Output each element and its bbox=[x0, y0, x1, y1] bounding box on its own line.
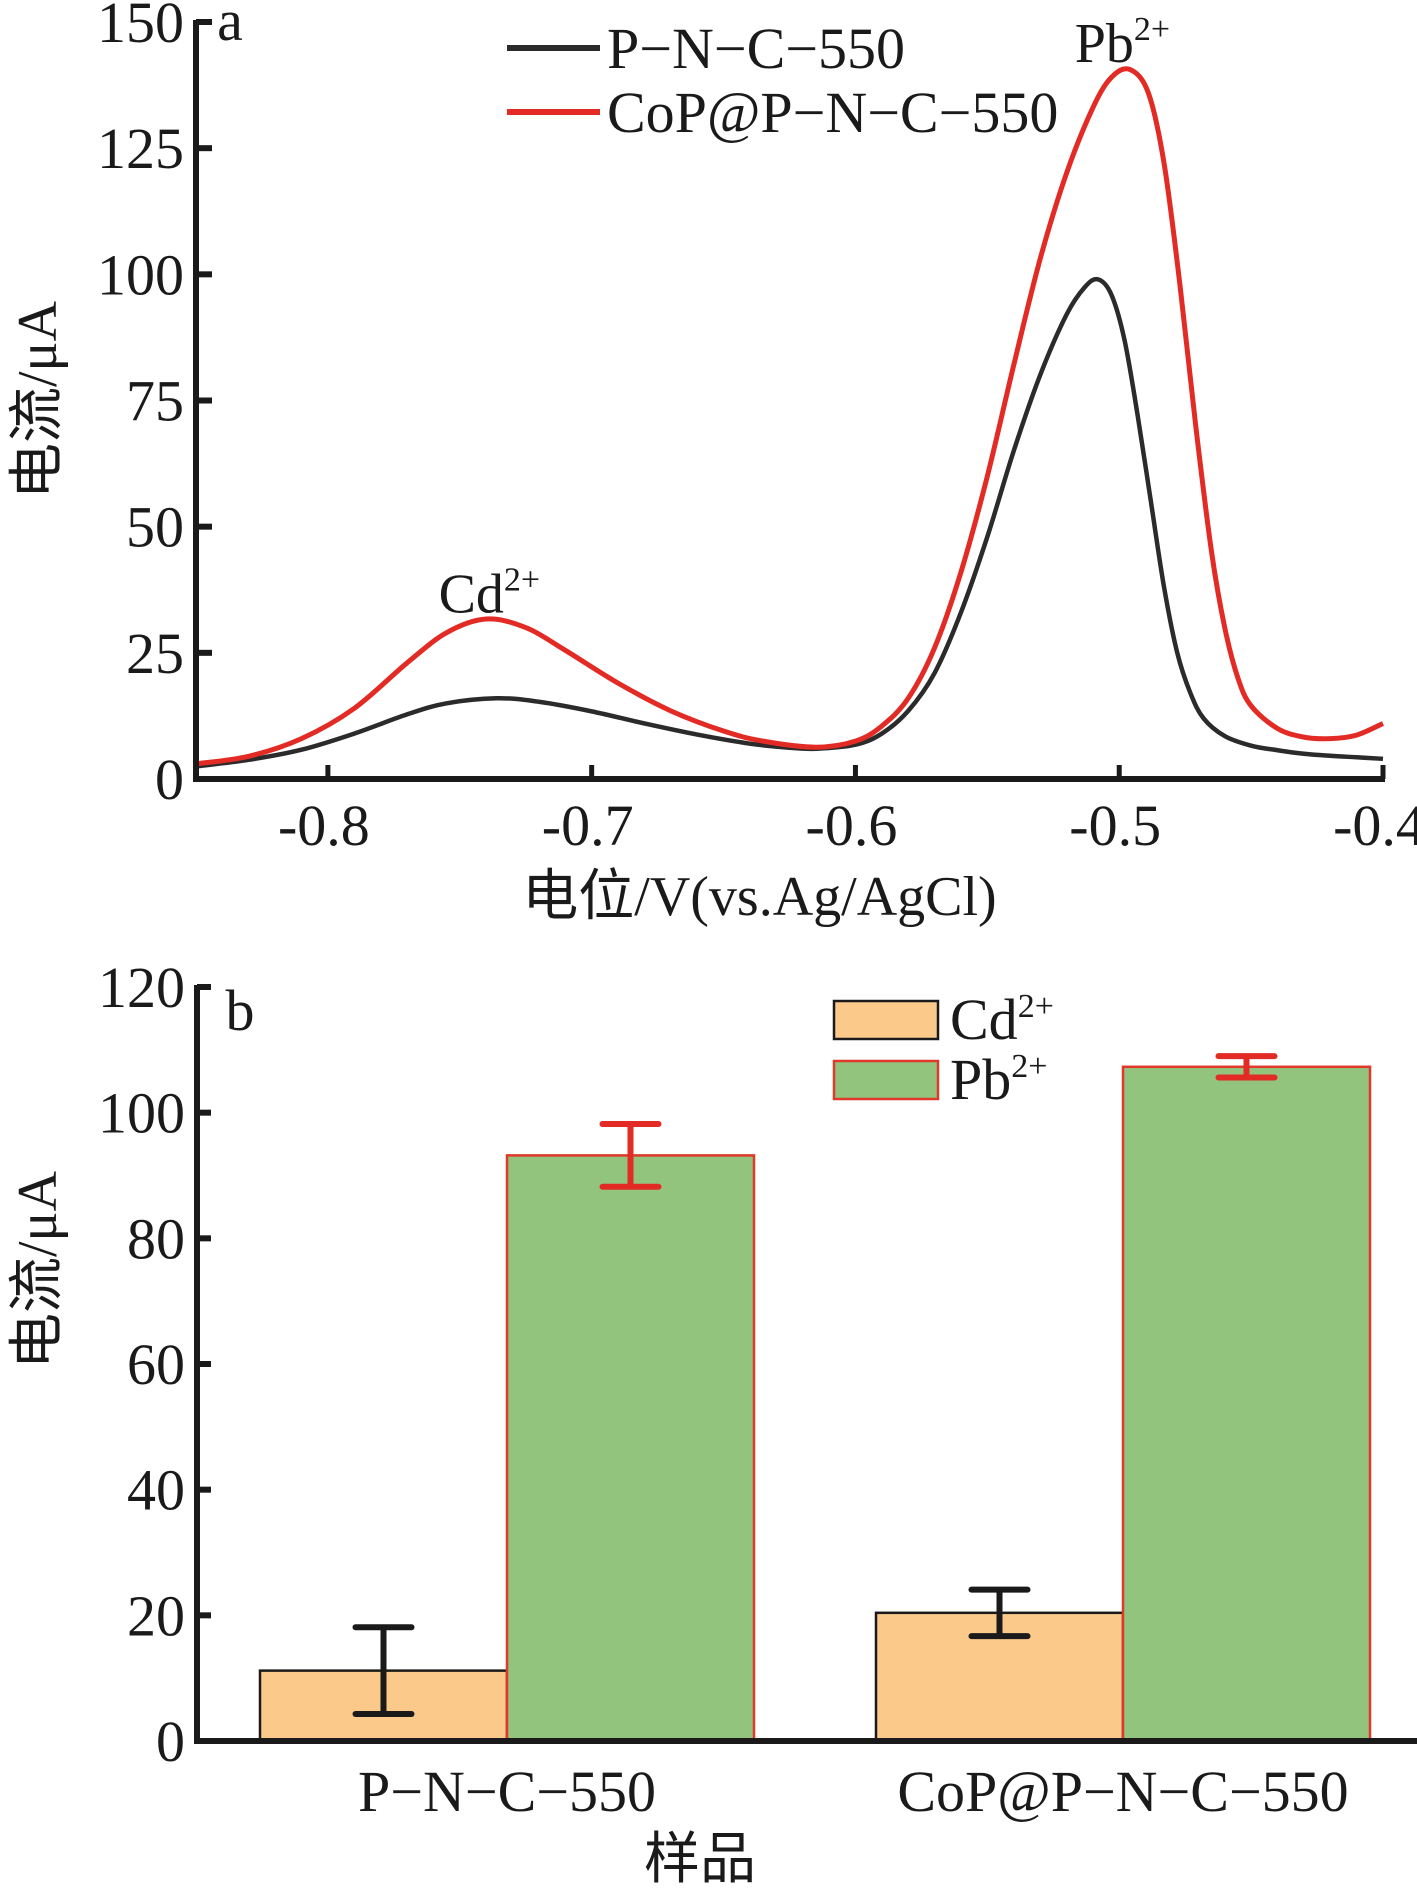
y-tick-label: 0 bbox=[156, 1709, 185, 1774]
x-tick-label: -0.5 bbox=[1069, 793, 1161, 858]
peak-annotation-pb: Pb2+ bbox=[1075, 11, 1170, 75]
legend-label: P−N−C−550 bbox=[607, 16, 905, 81]
x-tick-label: -0.6 bbox=[806, 793, 898, 858]
panel-label-a: a bbox=[217, 0, 243, 53]
y-tick-label: 100 bbox=[97, 242, 184, 307]
y-axis-title: 电流/μA bbox=[7, 300, 69, 499]
y-tick-label: 75 bbox=[126, 369, 184, 434]
y-tick-label: 150 bbox=[97, 0, 184, 55]
y-tick-label: 40 bbox=[127, 1458, 185, 1523]
bar-pb-0 bbox=[505, 1154, 756, 1743]
x-axis-title: 样品 bbox=[644, 1829, 756, 1890]
error-bar-cd-0 bbox=[352, 1624, 415, 1717]
legend-label-pb: Pb2+ bbox=[950, 1047, 1047, 1112]
y-tick-label: 80 bbox=[127, 1206, 185, 1271]
series-line-cop-p-n-c-550 bbox=[195, 66, 1385, 767]
error-bar-pb-0 bbox=[599, 1120, 662, 1190]
y-tick-label: 120 bbox=[98, 955, 185, 1020]
legend-label-cd: Cd2+ bbox=[950, 987, 1054, 1052]
x-axis-title: 电位/V(vs.Ag/AgCl) bbox=[522, 866, 996, 928]
x-tick-label: -0.8 bbox=[278, 793, 370, 858]
y-tick-label: 60 bbox=[127, 1332, 185, 1397]
x-category-label: CoP@P−N−C−550 bbox=[897, 1759, 1348, 1824]
y-tick-label: 100 bbox=[98, 1081, 185, 1146]
y-tick-label: 20 bbox=[127, 1583, 185, 1648]
chart-a-cv-curves: 0 25 50 75 100 125 150 -0.8 -0.7 -0.6 -0.5 -0.4 电位/V… bbox=[7, 0, 1417, 928]
peak-annotation-cd: Cd2+ bbox=[439, 561, 541, 625]
y-tick-label: 25 bbox=[126, 621, 184, 686]
error-bar-cd-1 bbox=[968, 1586, 1031, 1640]
y-tick-label: 50 bbox=[126, 495, 184, 560]
chart-b-bar-chart: 0 20 40 60 80 100 120 P−N−C−550 CoP@P−N−C−550 样品 电… bbox=[7, 955, 1417, 1890]
legend-swatch-pb bbox=[832, 1059, 940, 1101]
y-tick-label: 125 bbox=[97, 116, 184, 181]
legend-swatch-cd bbox=[832, 999, 940, 1041]
bar-pb-1 bbox=[1121, 1065, 1372, 1743]
legend-label: CoP@P−N−C−550 bbox=[607, 80, 1058, 145]
x-category-label: P−N−C−550 bbox=[358, 1759, 656, 1824]
y-axis-title: 电流/μA bbox=[7, 1170, 69, 1369]
x-tick-label: -0.7 bbox=[542, 793, 634, 858]
error-bar-pb-1 bbox=[1215, 1053, 1278, 1081]
y-tick-label: 0 bbox=[155, 747, 184, 812]
series-line-p-n-c-550 bbox=[195, 276, 1384, 769]
x-tick-label: -0.4 bbox=[1333, 793, 1417, 858]
panel-label-b: b bbox=[226, 978, 255, 1043]
